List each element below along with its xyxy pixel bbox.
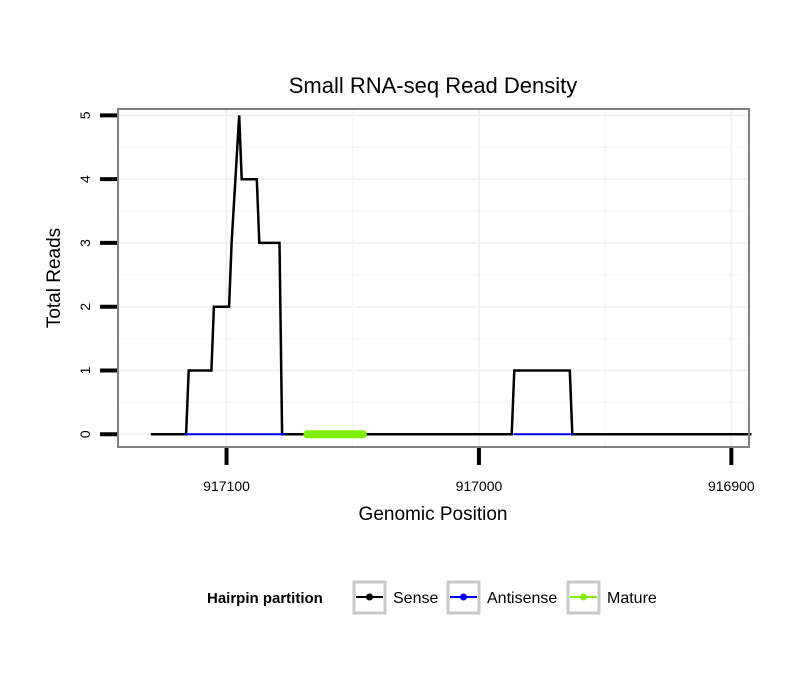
plot-panel-background [118, 109, 749, 447]
y-tick-label: 0 [77, 430, 93, 438]
x-tick-label: 917100 [203, 478, 250, 494]
legend-item-mature: Mature [566, 580, 657, 615]
legend-key-point-mature [580, 593, 587, 601]
legend-label-mature: Mature [607, 590, 657, 607]
y-axis-label: Total Reads [44, 228, 65, 328]
legend-title: Hairpin partition [207, 590, 323, 607]
legend: Hairpin partition Sense Antisense Mature [207, 580, 657, 615]
x-axis-label: Genomic Position [359, 504, 508, 525]
legend-label-antisense: Antisense [487, 590, 557, 607]
legend-label-sense: Sense [393, 590, 438, 607]
plot-panel-border [117, 108, 750, 448]
legend-key-point-sense [366, 593, 373, 601]
chart-title: Small RNA-seq Read Density [289, 73, 578, 98]
y-tick-label: 5 [77, 111, 93, 119]
y-tick-label: 3 [77, 239, 93, 247]
grid-layer [118, 109, 749, 447]
legend-item-antisense: Antisense [446, 580, 557, 615]
legend-key-point-antisense [460, 593, 467, 601]
y-tick-label: 1 [77, 366, 93, 374]
series-line-sense [150, 115, 752, 436]
legend-item-sense: Sense [352, 580, 438, 615]
series-layer [150, 115, 752, 439]
y-tick-label: 2 [77, 303, 93, 311]
y-tick-label: 4 [77, 175, 93, 183]
axes-layer: 0 1 2 3 4 5 917100 917000 916900 [77, 111, 755, 494]
x-tick-label: 916900 [708, 478, 755, 494]
x-tick-label: 917000 [456, 478, 503, 494]
